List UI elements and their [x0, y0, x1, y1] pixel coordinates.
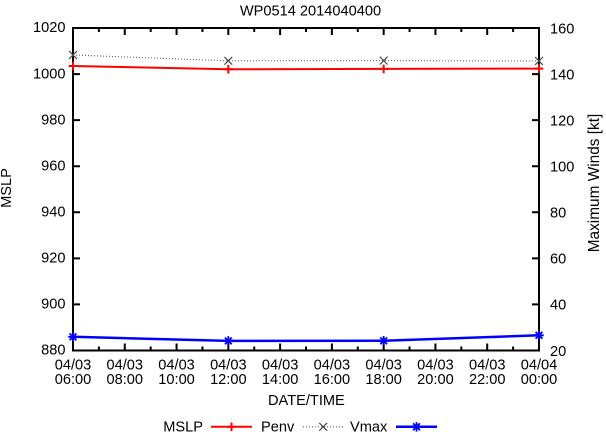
svg-text:04/03: 04/03: [210, 358, 247, 374]
svg-text:04/03: 04/03: [417, 358, 454, 374]
svg-text:40: 40: [550, 298, 566, 314]
svg-text:00:00: 00:00: [521, 372, 558, 388]
svg-text:16:00: 16:00: [314, 372, 351, 388]
svg-text:DATE/TIME: DATE/TIME: [268, 393, 345, 409]
svg-text:20: 20: [550, 344, 566, 360]
svg-text:04/03: 04/03: [55, 358, 92, 374]
svg-text:18:00: 18:00: [365, 372, 402, 388]
svg-text:MSLP: MSLP: [0, 168, 15, 208]
svg-text:1020: 1020: [33, 20, 65, 36]
svg-text:WP0514 2014040400: WP0514 2014040400: [240, 3, 381, 19]
svg-text:12:00: 12:00: [210, 372, 247, 388]
svg-text:04/03: 04/03: [262, 358, 299, 374]
svg-text:140: 140: [550, 67, 574, 83]
svg-text:80: 80: [550, 206, 566, 222]
svg-text:980: 980: [41, 112, 65, 128]
svg-text:08:00: 08:00: [107, 372, 144, 388]
svg-text:14:00: 14:00: [262, 372, 299, 388]
svg-text:04/03: 04/03: [469, 358, 506, 374]
svg-text:940: 940: [41, 204, 65, 220]
svg-text:10:00: 10:00: [158, 372, 195, 388]
svg-text:04/03: 04/03: [365, 358, 402, 374]
svg-text:Maximum Winds [kt]: Maximum Winds [kt]: [586, 114, 603, 253]
svg-text:160: 160: [550, 21, 574, 37]
svg-text:06:00: 06:00: [55, 372, 92, 388]
svg-text:120: 120: [550, 113, 574, 129]
svg-text:960: 960: [41, 158, 65, 174]
svg-text:60: 60: [550, 252, 566, 268]
svg-text:920: 920: [41, 251, 65, 267]
svg-text:04/03: 04/03: [107, 358, 144, 374]
svg-text:04/04: 04/04: [521, 358, 558, 374]
svg-text:1000: 1000: [33, 66, 65, 82]
svg-text:MSLP: MSLP: [163, 419, 203, 432]
svg-text:20:00: 20:00: [417, 372, 454, 388]
svg-text:04/03: 04/03: [314, 358, 351, 374]
svg-text:100: 100: [550, 160, 574, 176]
svg-text:22:00: 22:00: [469, 372, 506, 388]
svg-text:900: 900: [41, 297, 65, 313]
svg-text:04/03: 04/03: [158, 358, 195, 374]
svg-text:Penv: Penv: [261, 419, 295, 432]
svg-text:880: 880: [41, 343, 65, 359]
svg-text:Vmax: Vmax: [350, 419, 388, 432]
